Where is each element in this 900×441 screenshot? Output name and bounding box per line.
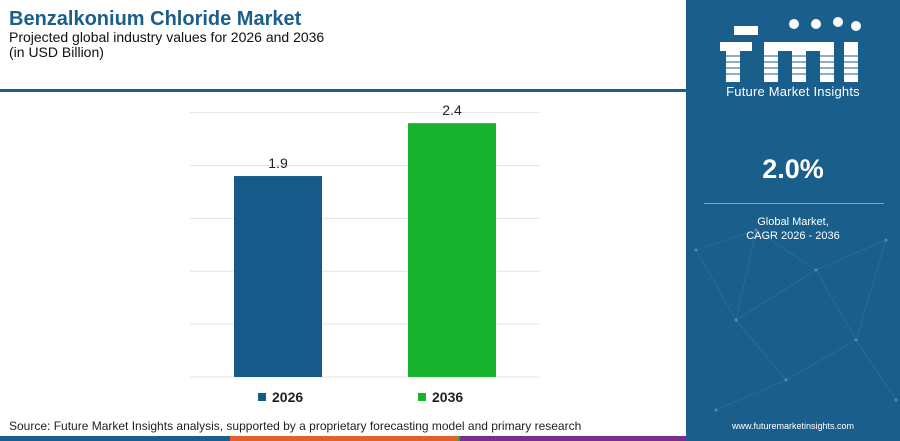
footer-color-bar [0,436,686,441]
bar-2026 [234,176,322,377]
cagr-label: Global Market, CAGR 2026 - 2036 [686,215,900,243]
data-label-2036: 2.4 [442,102,462,118]
footer-segment-purple [460,436,686,441]
insight-panel: Future Market Insights 2.0% Global Marke… [686,0,900,441]
cagr-label-line2: CAGR 2026 - 2036 [746,230,840,242]
chart-subtitle: Projected global industry values for 202… [9,29,325,45]
legend-swatch-2036 [418,393,426,401]
bar-2036 [408,123,496,378]
website-link[interactable]: www.futuremarketinsights.com [731,421,855,431]
chart-unit: (in USD Billion) [9,44,104,60]
legend-item-2036: 2036 [418,389,463,405]
cagr-value: 2.0% [762,154,824,184]
bar-chart-svg: 1.9 2.4 [190,102,540,378]
chart-title: Benzalkonium Chloride Market [9,8,302,30]
footer-segment-blue [0,436,230,441]
cagr-label-line1: Global Market, [757,216,829,228]
source-note: Source: Future Market Insights analysis,… [9,419,582,433]
footer-segment-orange [230,436,458,441]
network-pattern-icon [694,228,898,412]
header-divider [0,89,686,92]
fmi-logo-icon [706,17,880,82]
footer-segment-green [458,436,460,441]
chart-legend: 2026 2036 [0,389,686,405]
data-label-2026: 1.9 [268,155,288,171]
legend-label-2036: 2036 [432,389,464,405]
legend-label-2026: 2026 [272,389,304,405]
legend-item-2026: 2026 [258,389,303,405]
brand-name: Future Market Insights [726,84,860,99]
bar-chart: 1.9 2.4 [0,92,686,412]
legend-swatch-2026 [258,393,266,401]
panel-divider [704,203,884,204]
